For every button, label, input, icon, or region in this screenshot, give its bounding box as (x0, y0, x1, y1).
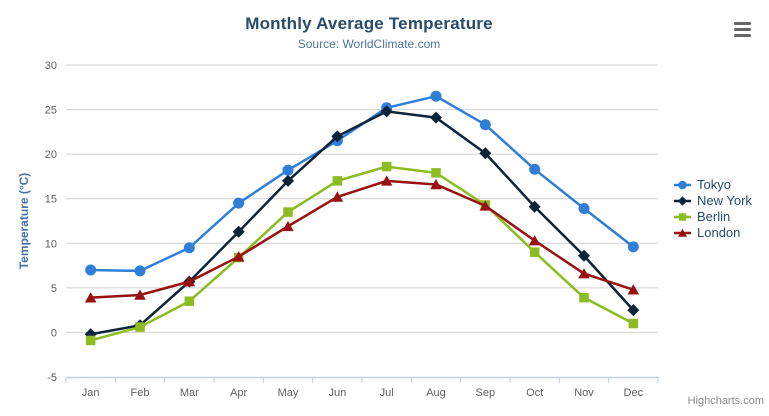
series-line-london (89, 179, 635, 299)
x-axis-tick-label: May (278, 387, 299, 399)
credits-link[interactable]: Highcharts.com (687, 395, 764, 407)
series-line-berlin (89, 165, 635, 342)
data-point-berlin[interactable] (431, 168, 441, 178)
data-point-berlin[interactable] (135, 322, 145, 332)
legend-item-tokyo[interactable]: Tokyo (674, 177, 752, 192)
x-axis-tick-label: Dec (624, 387, 644, 399)
data-point-london[interactable] (479, 200, 492, 211)
y-axis-tick-label: 25 (45, 105, 57, 117)
hamburger-icon (729, 22, 751, 37)
data-point-london[interactable] (282, 220, 294, 232)
data-point-new-york[interactable] (430, 111, 442, 124)
data-point-new-york[interactable] (578, 249, 590, 262)
legend-item-london[interactable]: London (674, 225, 752, 240)
legend-label: Berlin (697, 209, 731, 224)
chart-subtitle: Source: WorldClimate.com (297, 37, 441, 51)
data-point-london[interactable] (84, 292, 97, 303)
series-line-new-york (89, 110, 635, 336)
data-point-tokyo[interactable] (233, 197, 245, 209)
legend-diamond-marker (677, 195, 688, 206)
data-point-london[interactable] (627, 284, 640, 295)
x-axis-tick-label: Mar (180, 387, 199, 399)
y-axis-title: Temperature (°C) (17, 172, 31, 270)
data-point-new-york[interactable] (331, 130, 344, 143)
data-point-tokyo[interactable] (183, 242, 195, 254)
series-line-tokyo (89, 94, 635, 273)
data-point-berlin[interactable] (184, 296, 195, 306)
data-point-tokyo[interactable] (479, 119, 491, 131)
data-point-tokyo[interactable] (430, 90, 442, 102)
data-point-london[interactable] (430, 178, 442, 190)
legend-item-berlin[interactable]: Berlin (674, 209, 752, 224)
legend-square-marker (678, 212, 687, 221)
data-point-tokyo[interactable] (529, 163, 541, 175)
data-point-berlin[interactable] (529, 247, 540, 257)
data-point-new-york[interactable] (232, 225, 245, 238)
data-point-berlin[interactable] (579, 292, 589, 303)
x-axis-tick-label: Jun (328, 387, 346, 399)
y-axis-tick-label: 30 (45, 60, 57, 72)
x-axis-tick-label: Oct (526, 387, 543, 399)
data-point-berlin[interactable] (332, 176, 343, 186)
legend-diamond-icon (674, 195, 691, 206)
y-axis-tick-label: 5 (51, 283, 57, 295)
data-point-berlin[interactable] (85, 335, 96, 346)
y-axis-tick-label: 15 (45, 194, 57, 206)
legend-label: Tokyo (697, 177, 731, 192)
chart-title: Monthly Average Temperature (245, 14, 493, 33)
legend-triangle-icon (674, 228, 691, 237)
data-point-london[interactable] (528, 235, 541, 246)
x-axis-tick-label: Sep (476, 387, 496, 399)
legend-item-new-york[interactable]: New York (674, 193, 752, 208)
legend-label: London (697, 225, 741, 240)
x-axis-tick-label: Nov (574, 387, 594, 399)
data-point-tokyo[interactable] (85, 264, 97, 276)
x-axis-tick-label: Apr (230, 387, 247, 399)
y-axis-tick-label: 0 (51, 327, 57, 339)
legend: Tokyo New York Berlin London (674, 177, 752, 241)
data-point-london[interactable] (331, 191, 344, 202)
y-axis-tick-label: 20 (45, 149, 57, 161)
data-point-new-york[interactable] (282, 174, 294, 187)
data-point-new-york[interactable] (627, 304, 640, 317)
data-point-london[interactable] (232, 251, 245, 262)
data-point-new-york[interactable] (479, 147, 492, 160)
data-point-berlin[interactable] (628, 318, 639, 329)
data-point-new-york[interactable] (528, 200, 541, 213)
data-point-new-york[interactable] (380, 105, 393, 118)
legend-triangle-marker (677, 228, 688, 237)
export-menu-button[interactable] (729, 21, 751, 38)
data-point-berlin[interactable] (381, 161, 392, 172)
data-point-tokyo[interactable] (134, 265, 146, 277)
legend-circle-marker (678, 180, 687, 189)
data-point-london[interactable] (578, 268, 590, 279)
legend-circle-icon (674, 180, 691, 189)
legend-label: New York (697, 193, 752, 208)
x-axis-tick-label: Jan (82, 387, 100, 399)
data-point-tokyo[interactable] (627, 241, 639, 253)
x-axis-tick-label: Aug (426, 387, 446, 399)
x-axis-tick-label: Jul (380, 387, 394, 399)
data-point-london[interactable] (134, 289, 146, 300)
data-point-london[interactable] (380, 175, 393, 186)
data-point-tokyo[interactable] (282, 164, 294, 176)
y-axis-tick-label: -5 (47, 372, 57, 384)
data-point-london[interactable] (183, 276, 196, 287)
data-point-berlin[interactable] (283, 207, 293, 217)
data-point-tokyo[interactable] (578, 203, 590, 215)
legend-square-icon (674, 212, 691, 221)
y-axis-tick-label: 10 (45, 238, 57, 250)
x-axis-tick-label: Feb (131, 387, 150, 399)
